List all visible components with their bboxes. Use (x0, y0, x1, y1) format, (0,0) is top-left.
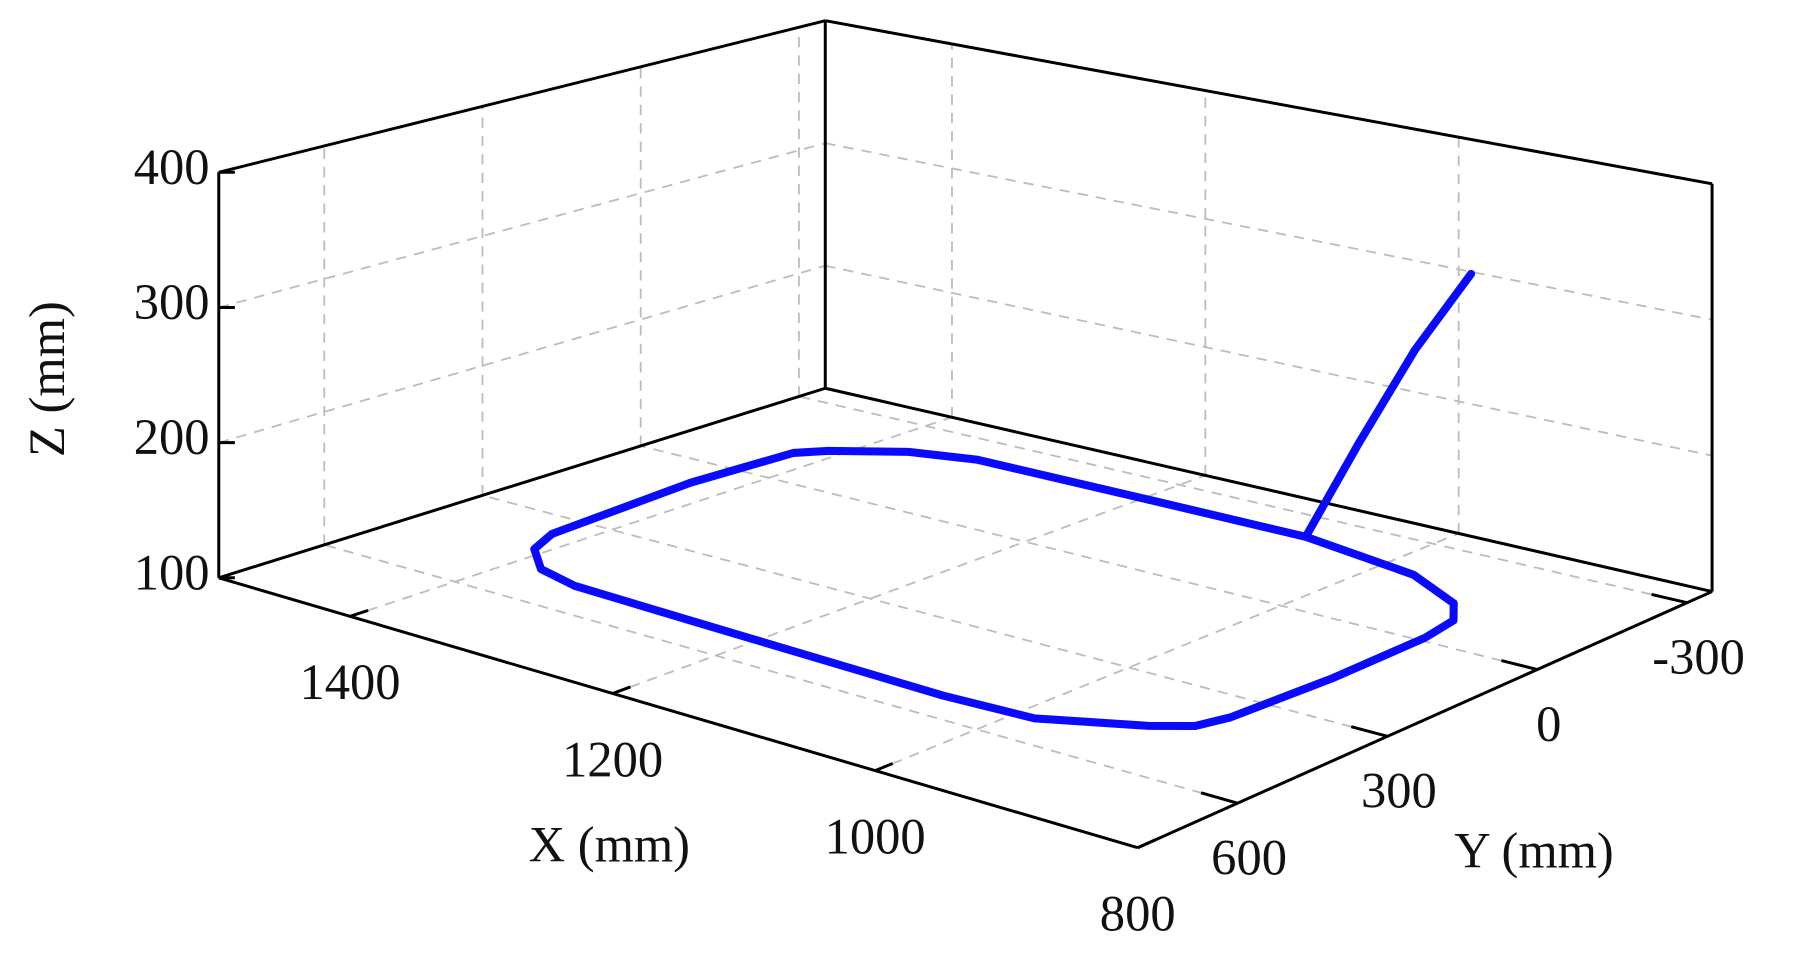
grid-line (349, 416, 953, 618)
y-tick-label: -300 (1652, 629, 1745, 685)
axis-edge (1137, 590, 1713, 850)
y-tick (1501, 659, 1538, 671)
z-axis-title: Z (mm) (19, 301, 75, 457)
y-tick (1651, 593, 1688, 605)
x-tick-label: 1000 (825, 808, 926, 864)
z-tick-label: 400 (134, 139, 210, 195)
axis-edge (825, 19, 1713, 186)
x-tick (874, 762, 894, 772)
grid-line (324, 543, 1238, 805)
y-tick (1200, 791, 1239, 805)
grid-line (825, 264, 1713, 457)
z-tick-label: 200 (134, 409, 210, 465)
axis-edge (824, 386, 1713, 594)
x-tick-label: 1200 (562, 731, 663, 787)
y-tick-label: 0 (1536, 696, 1561, 752)
axis-edge (218, 19, 826, 174)
grid-line (825, 142, 1713, 321)
grid-line (482, 494, 1388, 738)
trajectory-line (530, 269, 1476, 730)
x-tick-label: 800 (1100, 886, 1176, 942)
y-tick-label: 300 (1361, 763, 1437, 819)
x-tick (612, 685, 631, 695)
x-tick (1137, 838, 1156, 850)
grid-line (798, 395, 1688, 604)
x-tick (349, 608, 369, 618)
y-tick-label: 600 (1211, 830, 1287, 886)
axis-edge (218, 386, 826, 580)
y-axis-title: Y (mm) (1454, 822, 1614, 878)
x-tick-label: 1400 (300, 654, 401, 710)
grid-line (640, 445, 1538, 671)
grid-line (874, 532, 1460, 772)
z-tick-label: 100 (134, 544, 210, 600)
grid-line (218, 264, 826, 444)
z-tick-label: 300 (134, 274, 210, 330)
axis-edge (218, 576, 1139, 850)
x-axis-title: X (mm) (529, 817, 690, 873)
y-tick (1350, 725, 1388, 738)
grid-line (612, 474, 1206, 695)
grid-line (218, 142, 826, 309)
